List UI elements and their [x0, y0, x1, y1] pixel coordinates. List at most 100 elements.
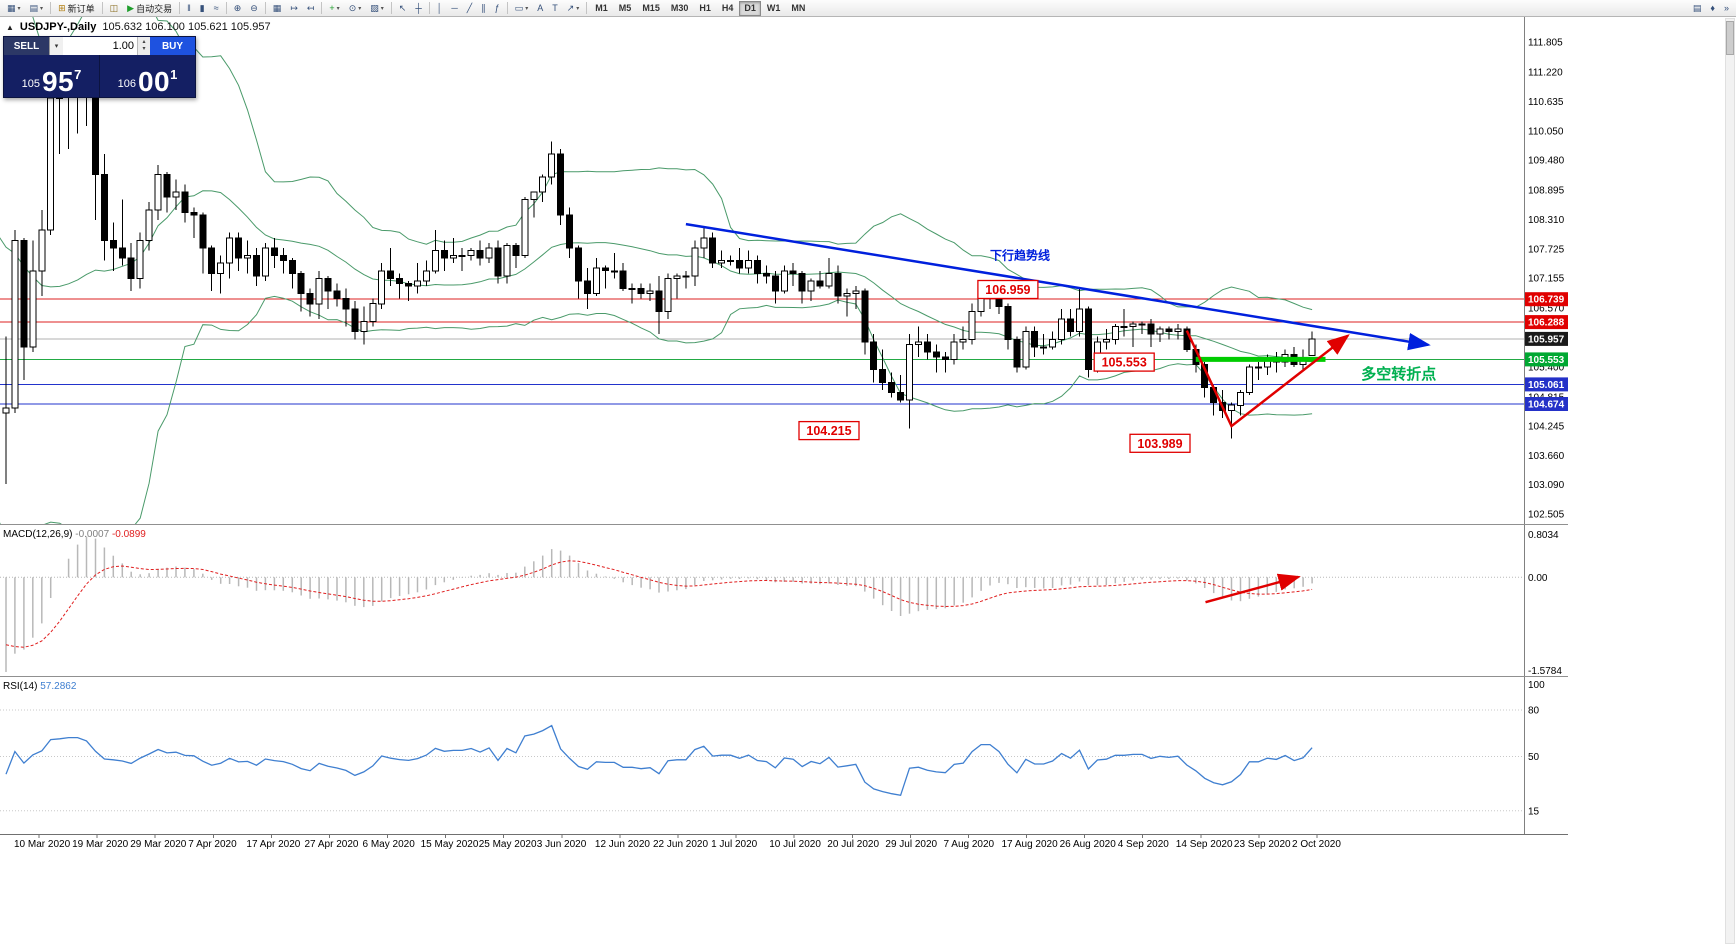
- macd-panel[interactable]: [0, 536, 1524, 672]
- toolbar-separator: [101, 2, 103, 14]
- price-scale-label: 103.660: [1528, 451, 1565, 462]
- alerts-icon: ♦: [1710, 2, 1715, 13]
- timeframe-button-M30[interactable]: M30: [666, 1, 694, 16]
- tile-windows-button[interactable]: ▦: [269, 1, 286, 16]
- price-tag: 105.061: [1525, 377, 1568, 392]
- text-button[interactable]: A: [533, 1, 547, 16]
- order-type-dropdown[interactable]: ▾: [49, 37, 63, 55]
- vertical-line-icon: │: [436, 2, 443, 13]
- macd-scale-label: 0.00: [1528, 573, 1548, 584]
- autotrading-button[interactable]: ▶ 自动交易: [123, 1, 176, 16]
- dropdown-caret-icon: ▾: [525, 5, 529, 12]
- text-label-button[interactable]: T: [548, 1, 562, 16]
- equidistant-channel-button[interactable]: ∥: [477, 1, 490, 16]
- candlestick-chart-button[interactable]: ▮: [196, 1, 209, 16]
- zoom-out-button[interactable]: ⊖: [246, 1, 262, 16]
- vertical-line-button[interactable]: │: [433, 1, 447, 16]
- indicators-button[interactable]: + ▾: [325, 1, 343, 16]
- macd-histogram: [5, 536, 1313, 672]
- dropdown-caret-icon: ▾: [380, 5, 384, 12]
- chart-shift-button[interactable]: ↤: [303, 1, 319, 16]
- new-chart-button[interactable]: ▦ ▾: [3, 1, 25, 16]
- new-order-button[interactable]: ⊞ 新订单: [54, 1, 99, 16]
- profiles-icon: ▤: [29, 2, 39, 13]
- zoom-in-button[interactable]: ⊕: [230, 1, 246, 16]
- timeframe-button-D1[interactable]: D1: [739, 0, 761, 16]
- time-axis-label: 20 Jul 2020: [827, 839, 879, 850]
- depth-of-market-button[interactable]: ▤: [1689, 1, 1706, 16]
- shapes-button[interactable]: ▭ ▾: [511, 1, 533, 16]
- time-axis-label: 22 Jun 2020: [653, 839, 708, 850]
- lot-size-input[interactable]: [63, 37, 137, 55]
- toolbar-separator: [225, 2, 227, 14]
- macd-trend-arrow[interactable]: [1205, 573, 1301, 604]
- auto-scroll-button[interactable]: ↦: [286, 1, 302, 16]
- price-callout[interactable]: 104.215: [798, 420, 860, 441]
- buy-price-sup: 1: [170, 67, 178, 82]
- crosshair-button[interactable]: ┼: [411, 1, 425, 16]
- timeframe-button-H4[interactable]: H4: [717, 1, 739, 16]
- time-axis-label: 4 Sep 2020: [1118, 839, 1170, 850]
- time-axis-label: 15 May 2020: [421, 839, 479, 850]
- more-tools-button[interactable]: »: [1720, 1, 1733, 16]
- fibonacci-button[interactable]: ƒ: [491, 1, 504, 16]
- time-axis-label: 7 Apr 2020: [188, 839, 237, 850]
- toolbar-separator: [428, 2, 430, 14]
- profiles-button[interactable]: ▤ ▾: [26, 1, 48, 16]
- alerts-button[interactable]: ♦: [1706, 1, 1719, 16]
- sell-button[interactable]: SELL: [4, 37, 49, 55]
- svg-text:106.739: 106.739: [1528, 295, 1565, 306]
- autotrading-icon: ▶: [127, 2, 135, 13]
- price-callout[interactable]: 106.959: [977, 279, 1039, 300]
- lot-spinner[interactable]: ▴ ▾: [137, 37, 150, 55]
- timeframe-button-MN[interactable]: MN: [786, 1, 810, 16]
- vertical-scrollbar[interactable]: [1725, 18, 1735, 944]
- buy-button[interactable]: BUY: [150, 37, 195, 55]
- templates-button[interactable]: ▨ ▾: [366, 1, 388, 16]
- price-callout[interactable]: 105.553: [1093, 352, 1155, 372]
- spinner-down-icon[interactable]: ▾: [142, 46, 146, 52]
- market-watch-button[interactable]: ◫: [106, 1, 123, 16]
- timeframe-button-M15[interactable]: M15: [637, 1, 665, 16]
- rsi-scale-label: 50: [1528, 752, 1540, 763]
- scrollbar-thumb[interactable]: [1726, 21, 1734, 55]
- price-scale-label: 107.725: [1528, 245, 1565, 256]
- buy-price[interactable]: 106 00 1: [100, 55, 195, 97]
- spinner-up-icon[interactable]: ▴: [142, 39, 146, 46]
- macd-indicator-label: MACD(12,26,9) -0.0007 -0.0899: [3, 529, 146, 540]
- top-toolbar: ▦ ▾ ▤ ▾ ⊞ 新订单 ◫ ▶ 自动交易 ‖ ▮ ≈ ⊕ ⊖ ▦ ↦ ↤ + ▾ ⊙ ▾ ▨ ▾ ↖ ┼ │ ─ ╱ ∥ ƒ ▭ ▾ A T ↗…: [0, 0, 1736, 17]
- v-reversal-arrow[interactable]: [1185, 330, 1350, 429]
- timeframe-button-W1[interactable]: W1: [762, 1, 786, 16]
- arrows-button[interactable]: ↗ ▾: [563, 1, 584, 16]
- trendline-tool-icon: ╱: [466, 2, 473, 13]
- rsi-panel[interactable]: [0, 709, 1524, 812]
- panel-separators[interactable]: [0, 524, 1568, 835]
- bar-chart-button[interactable]: ‖: [183, 1, 195, 16]
- price-tag: 106.288: [1525, 315, 1568, 330]
- price-callout[interactable]: 103.989: [1129, 433, 1191, 453]
- line-chart-button[interactable]: ≈: [210, 1, 223, 16]
- trendline-tool-button[interactable]: ╱: [463, 1, 476, 16]
- svg-text:104.215: 104.215: [806, 424, 851, 438]
- timeframe-button-H1[interactable]: H1: [694, 1, 716, 16]
- cursor-button[interactable]: ↖: [395, 1, 411, 16]
- horizontal-level-lines[interactable]: [0, 298, 1524, 405]
- time-axis-label: 27 Apr 2020: [305, 839, 359, 850]
- sell-price[interactable]: 105 95 7: [4, 55, 100, 97]
- dropdown-caret-icon: ▾: [358, 5, 362, 12]
- time-axis-label: 25 May 2020: [479, 839, 537, 850]
- downtrend-line[interactable]: [685, 222, 1431, 351]
- price-scale-label: 110.050: [1528, 127, 1564, 138]
- timeframe-button-M1[interactable]: M1: [590, 1, 613, 16]
- periods-button[interactable]: ⊙ ▾: [345, 1, 366, 16]
- line-chart-icon: ≈: [213, 2, 219, 13]
- one-click-collapse-icon[interactable]: ▲: [6, 22, 14, 32]
- new-chart-icon: ▦: [7, 2, 16, 13]
- horizontal-line-button[interactable]: ─: [447, 1, 461, 16]
- time-axis[interactable]: 10 Mar 2020 19 Mar 2020 29 Mar 2020 7 Apr 2…: [14, 834, 1341, 851]
- timeframe-button-M5[interactable]: M5: [614, 1, 637, 16]
- price-scale-label: 106.570: [1528, 303, 1565, 314]
